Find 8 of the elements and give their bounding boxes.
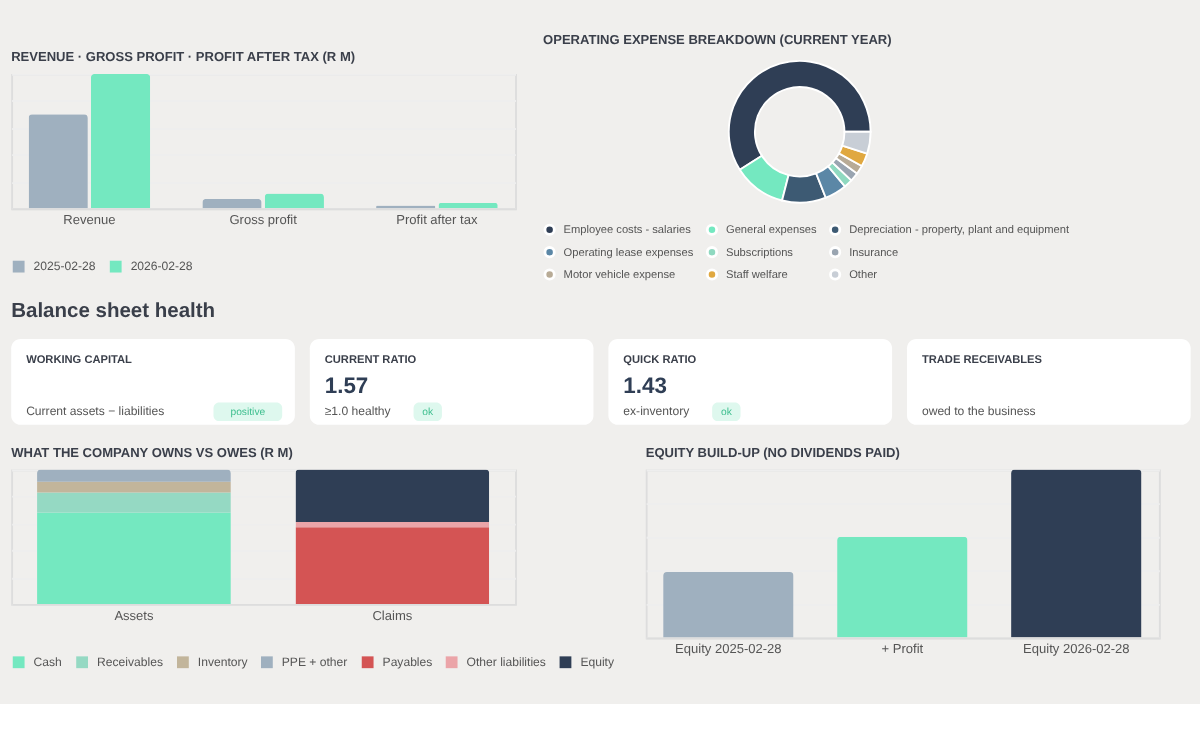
text: 1.57 bbox=[324, 375, 369, 400]
bar bbox=[90, 73, 151, 209]
text: 1.43 bbox=[623, 375, 667, 400]
bar bbox=[264, 193, 324, 209]
bar bbox=[28, 114, 88, 209]
bar bbox=[438, 202, 498, 209]
bar bbox=[202, 198, 262, 209]
text: Balance sheet health bbox=[11, 300, 216, 323]
